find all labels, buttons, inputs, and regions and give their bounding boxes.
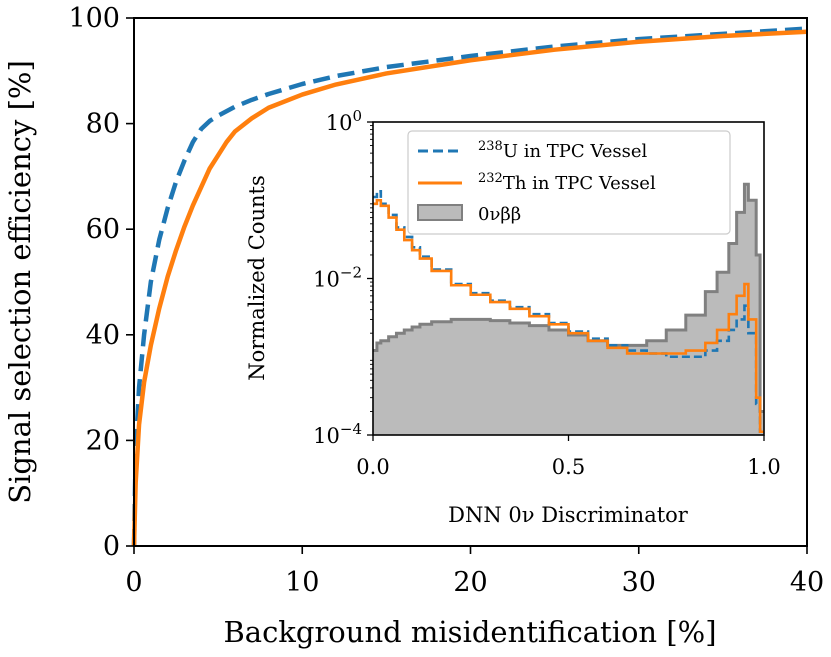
legend-label-232th-post: Th in TPC Vessel [503, 173, 656, 194]
main-x-tick-label: 30 [622, 567, 656, 598]
inset-y-tick-label: 10−2 [313, 264, 362, 292]
legend-box [407, 130, 731, 235]
main-y-tick-label: 60 [86, 214, 120, 245]
inset-x-tick-label: 0.5 [552, 455, 585, 479]
main-y-tick-label: 80 [86, 109, 120, 140]
main-x-tick-label: 40 [790, 567, 824, 598]
inset-y-axis-label: Normalized Counts [245, 175, 269, 381]
main-y-tick-label: 40 [86, 320, 120, 351]
inset-y-tick-label: 100 [326, 107, 362, 135]
inset-y-tick-exponent: −4 [340, 420, 362, 438]
inset-legend: 238U in TPC Vessel 232Th in TPC Vessel 0… [407, 130, 731, 235]
legend-label-0vbb: 0νββ [478, 204, 521, 225]
inset-x-axis-label: DNN 0ν Discriminator [448, 503, 689, 527]
main-series-line-232th-in-tpc-vessel [131, 29, 808, 547]
legend-label-232th: 232Th in TPC Vessel [478, 171, 656, 194]
inset-y-tick-exponent: −2 [340, 264, 362, 282]
main-series-line-238u-in-tpc-vessel [131, 26, 808, 547]
main-x-tick-label: 0 [125, 567, 142, 598]
legend-swatch-0vbb [417, 204, 463, 221]
main-series-group [131, 26, 808, 547]
inset-x-tick-label: 1.0 [747, 455, 780, 479]
legend-label-238u-sup: 238 [478, 139, 503, 154]
inset-hist-fill-0 [373, 184, 764, 435]
main-y-axis-label: Signal selection efficiency [%] [3, 60, 37, 504]
inset-x-tick-label: 0.0 [356, 455, 389, 479]
inset-series-group [373, 182, 764, 435]
legend-label-232th-sup: 232 [478, 171, 503, 186]
inset-y-tick-label: 10−4 [313, 420, 362, 448]
main-x-tick-label: 20 [453, 567, 487, 598]
inset-y-tick-exponent: 0 [352, 107, 362, 125]
main-x-tick-label: 10 [285, 567, 319, 598]
inset-y-tick-base: 10 [326, 111, 353, 135]
legend-label-238u: 238U in TPC Vessel [478, 139, 648, 162]
inset-y-tick-base: 10 [313, 424, 340, 448]
main-x-axis-label: Background misidentification [%] [223, 615, 716, 649]
main-y-tick-label: 100 [68, 3, 120, 34]
main-y-tick-label: 0 [103, 531, 120, 562]
inset-hist-line-232th-in-tpc-vessel [373, 198, 764, 434]
legend-label-0vbb-pre: 0νββ [478, 204, 521, 225]
legend-label-238u-post: U in TPC Vessel [503, 141, 648, 162]
main-y-tick-label: 20 [86, 425, 120, 456]
inset-y-tick-base: 10 [313, 268, 340, 292]
